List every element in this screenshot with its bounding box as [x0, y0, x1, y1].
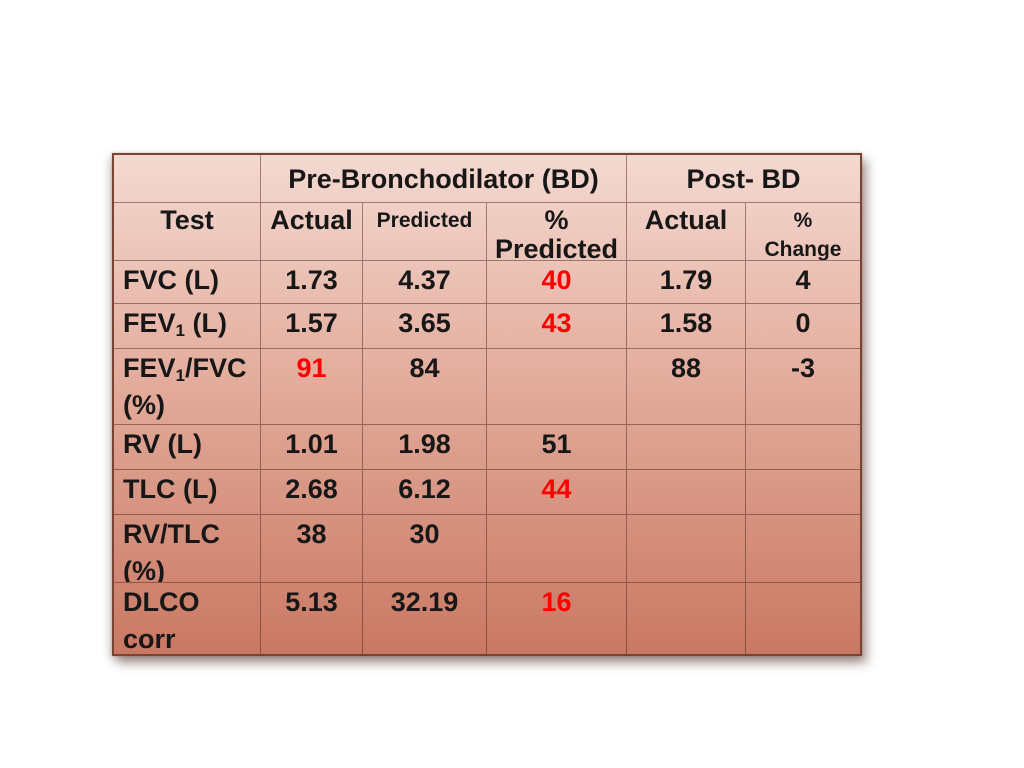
pre-bd-group-label: Pre-Bronchodilator (BD) [288, 163, 599, 194]
cell-rv-pre-actual: 1.01 [261, 425, 363, 470]
cell-tlc-pre-actual: 2.68 [261, 470, 363, 515]
cell-dlco-pct-change [746, 583, 860, 654]
cell-corner-spacer [114, 155, 261, 203]
cell-rv-tlc-pre-predicted: 30 [363, 515, 487, 583]
cell-fev1-pre-actual: 1.57 [261, 304, 363, 349]
post-bd-group-label: Post- BD [686, 163, 801, 194]
fev1-fvc-label-post: /FVC [184, 353, 247, 383]
fev1-label-post: (L) [184, 308, 227, 338]
cell-rv-tlc-test: RV/TLC (%) [114, 515, 261, 583]
cell-fvc-pct-change: 4 [746, 261, 860, 304]
cell-rv-tlc-pre-actual: 38 [261, 515, 363, 583]
cell-fev1-fvc-pct-change: -3 [746, 349, 860, 425]
rv-tlc-label-line2: (%) [123, 556, 165, 583]
fev1-fvc-label-line2: (%) [123, 390, 165, 420]
cell-fev1-fvc-pct-predicted [487, 349, 627, 425]
fev1-fvc-label-pre: FEV [123, 353, 176, 383]
pct-predicted-line1: % [544, 205, 569, 235]
col-header-pre-predicted: Predicted [363, 203, 487, 261]
cell-dlco-test: DLCO corr [114, 583, 261, 654]
cell-fvc-test: FVC (L) [114, 261, 261, 304]
col-header-pre-actual: Actual [261, 203, 363, 261]
fev1-fvc-label-line1: FEV1/FVC [123, 350, 260, 387]
cell-rv-tlc-pct-change [746, 515, 860, 583]
cell-rv-tlc-pct-predicted [487, 515, 627, 583]
cell-fvc-pct-predicted: 40 [487, 261, 627, 304]
cell-rv-pct-change [746, 425, 860, 470]
cell-dlco-pre-predicted: 32.19 [363, 583, 487, 654]
cell-fev1-fvc-pre-actual: 91 [261, 349, 363, 425]
pct-change-line1: % [793, 209, 813, 232]
col-header-pct-change: % Change [746, 203, 860, 261]
pct-change-line2: Change [764, 238, 842, 261]
cell-dlco-post-actual [627, 583, 746, 654]
cell-rv-pre-predicted: 1.98 [363, 425, 487, 470]
cell-tlc-post-actual [627, 470, 746, 515]
col-header-pct-predicted: % Predicted [487, 203, 627, 261]
pct-predicted-line2: Predicted [494, 234, 619, 261]
cell-tlc-pct-predicted: 44 [487, 470, 627, 515]
cell-fev1-pct-predicted: 43 [487, 304, 627, 349]
fev1-label-subscript: 1 [175, 321, 185, 340]
fev1-label-pre: FEV [123, 308, 176, 338]
cell-group-pre-bd: Pre-Bronchodilator (BD) [261, 155, 627, 203]
cell-fvc-pre-predicted: 4.37 [363, 261, 487, 304]
cell-rv-pct-predicted: 51 [487, 425, 627, 470]
rv-tlc-label-line1: RV/TLC [123, 519, 221, 549]
cell-fev1-fvc-test: FEV1/FVC (%) [114, 349, 261, 425]
cell-fvc-post-actual: 1.79 [627, 261, 746, 304]
fev1-fvc-label-subscript: 1 [175, 366, 185, 385]
cell-fev1-pct-change: 0 [746, 304, 860, 349]
cell-tlc-pct-change [746, 470, 860, 515]
dlco-label-line1: DLCO [123, 587, 200, 617]
cell-fev1-fvc-post-actual: 88 [627, 349, 746, 425]
cell-rv-post-actual [627, 425, 746, 470]
cell-dlco-pct-predicted: 16 [487, 583, 627, 654]
col-header-post-actual: Actual [627, 203, 746, 261]
col-header-test: Test [114, 203, 261, 261]
cell-dlco-pre-actual: 5.13 [261, 583, 363, 654]
cell-tlc-pre-predicted: 6.12 [363, 470, 487, 515]
cell-tlc-test: TLC (L) [114, 470, 261, 515]
cell-fev1-post-actual: 1.58 [627, 304, 746, 349]
cell-rv-tlc-post-actual [627, 515, 746, 583]
cell-fvc-pre-actual: 1.73 [261, 261, 363, 304]
cell-fev1-pre-predicted: 3.65 [363, 304, 487, 349]
cell-fev1-test: FEV1 (L) [114, 304, 261, 349]
cell-fev1-fvc-pre-predicted: 84 [363, 349, 487, 425]
cell-group-post-bd: Post- BD [627, 155, 860, 203]
pft-results-table: Pre-Bronchodilator (BD) Post- BD Test Ac… [112, 153, 862, 656]
cell-rv-test: RV (L) [114, 425, 261, 470]
dlco-label-line2: corr [123, 624, 176, 654]
